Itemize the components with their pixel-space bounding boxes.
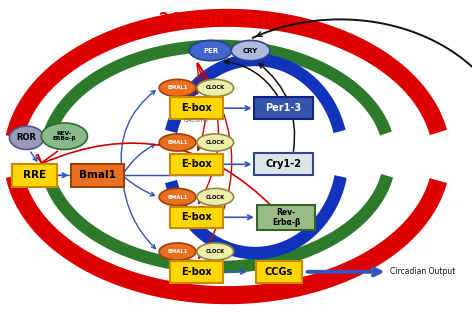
Text: E-box: E-box (181, 159, 212, 169)
Ellipse shape (197, 243, 234, 260)
Text: Bmal1: Bmal1 (79, 170, 116, 180)
Ellipse shape (159, 188, 196, 206)
FancyBboxPatch shape (12, 164, 57, 187)
Ellipse shape (9, 126, 44, 150)
FancyBboxPatch shape (254, 153, 313, 175)
Text: BMAL1: BMAL1 (167, 249, 188, 254)
Text: Per1-3: Per1-3 (265, 103, 301, 113)
Text: CLOCK: CLOCK (206, 194, 225, 199)
Ellipse shape (159, 243, 196, 260)
Text: CLOCK: CLOCK (206, 85, 225, 90)
Text: RRE: RRE (23, 170, 46, 180)
Text: BMAL1: BMAL1 (167, 194, 188, 199)
FancyBboxPatch shape (170, 97, 223, 119)
Text: E-box: E-box (181, 267, 212, 277)
FancyBboxPatch shape (170, 261, 223, 283)
Text: E-box: E-box (181, 212, 212, 222)
FancyBboxPatch shape (170, 207, 223, 228)
Text: PER: PER (203, 48, 218, 54)
Text: REV-
ERBα-β: REV- ERBα-β (53, 131, 76, 141)
FancyBboxPatch shape (257, 205, 315, 230)
Text: CRY: CRY (243, 48, 258, 54)
Ellipse shape (41, 123, 88, 150)
Text: CCGs: CCGs (265, 267, 293, 277)
FancyBboxPatch shape (256, 261, 302, 283)
Text: BMAL1: BMAL1 (167, 140, 188, 145)
Ellipse shape (231, 40, 270, 61)
Ellipse shape (197, 188, 234, 206)
Ellipse shape (189, 40, 232, 61)
Text: 24 Hour Cycle: 24 Hour Cycle (158, 12, 277, 27)
FancyBboxPatch shape (254, 97, 313, 119)
Ellipse shape (159, 80, 196, 96)
Ellipse shape (197, 80, 234, 96)
Text: BMAL1: BMAL1 (167, 85, 188, 90)
Text: Rev-
Erbα-β: Rev- Erbα-β (272, 208, 300, 227)
Text: E-box: E-box (181, 103, 212, 113)
Text: Circadian Output: Circadian Output (390, 267, 455, 276)
Ellipse shape (159, 134, 196, 151)
Text: CACGTG: CACGTG (184, 118, 209, 123)
FancyBboxPatch shape (71, 164, 124, 187)
Text: ROR: ROR (17, 133, 36, 142)
Ellipse shape (197, 134, 234, 151)
Text: CLOCK: CLOCK (206, 249, 225, 254)
Text: CLOCK: CLOCK (206, 140, 225, 145)
Text: Cry1-2: Cry1-2 (265, 159, 301, 169)
FancyBboxPatch shape (170, 154, 223, 175)
